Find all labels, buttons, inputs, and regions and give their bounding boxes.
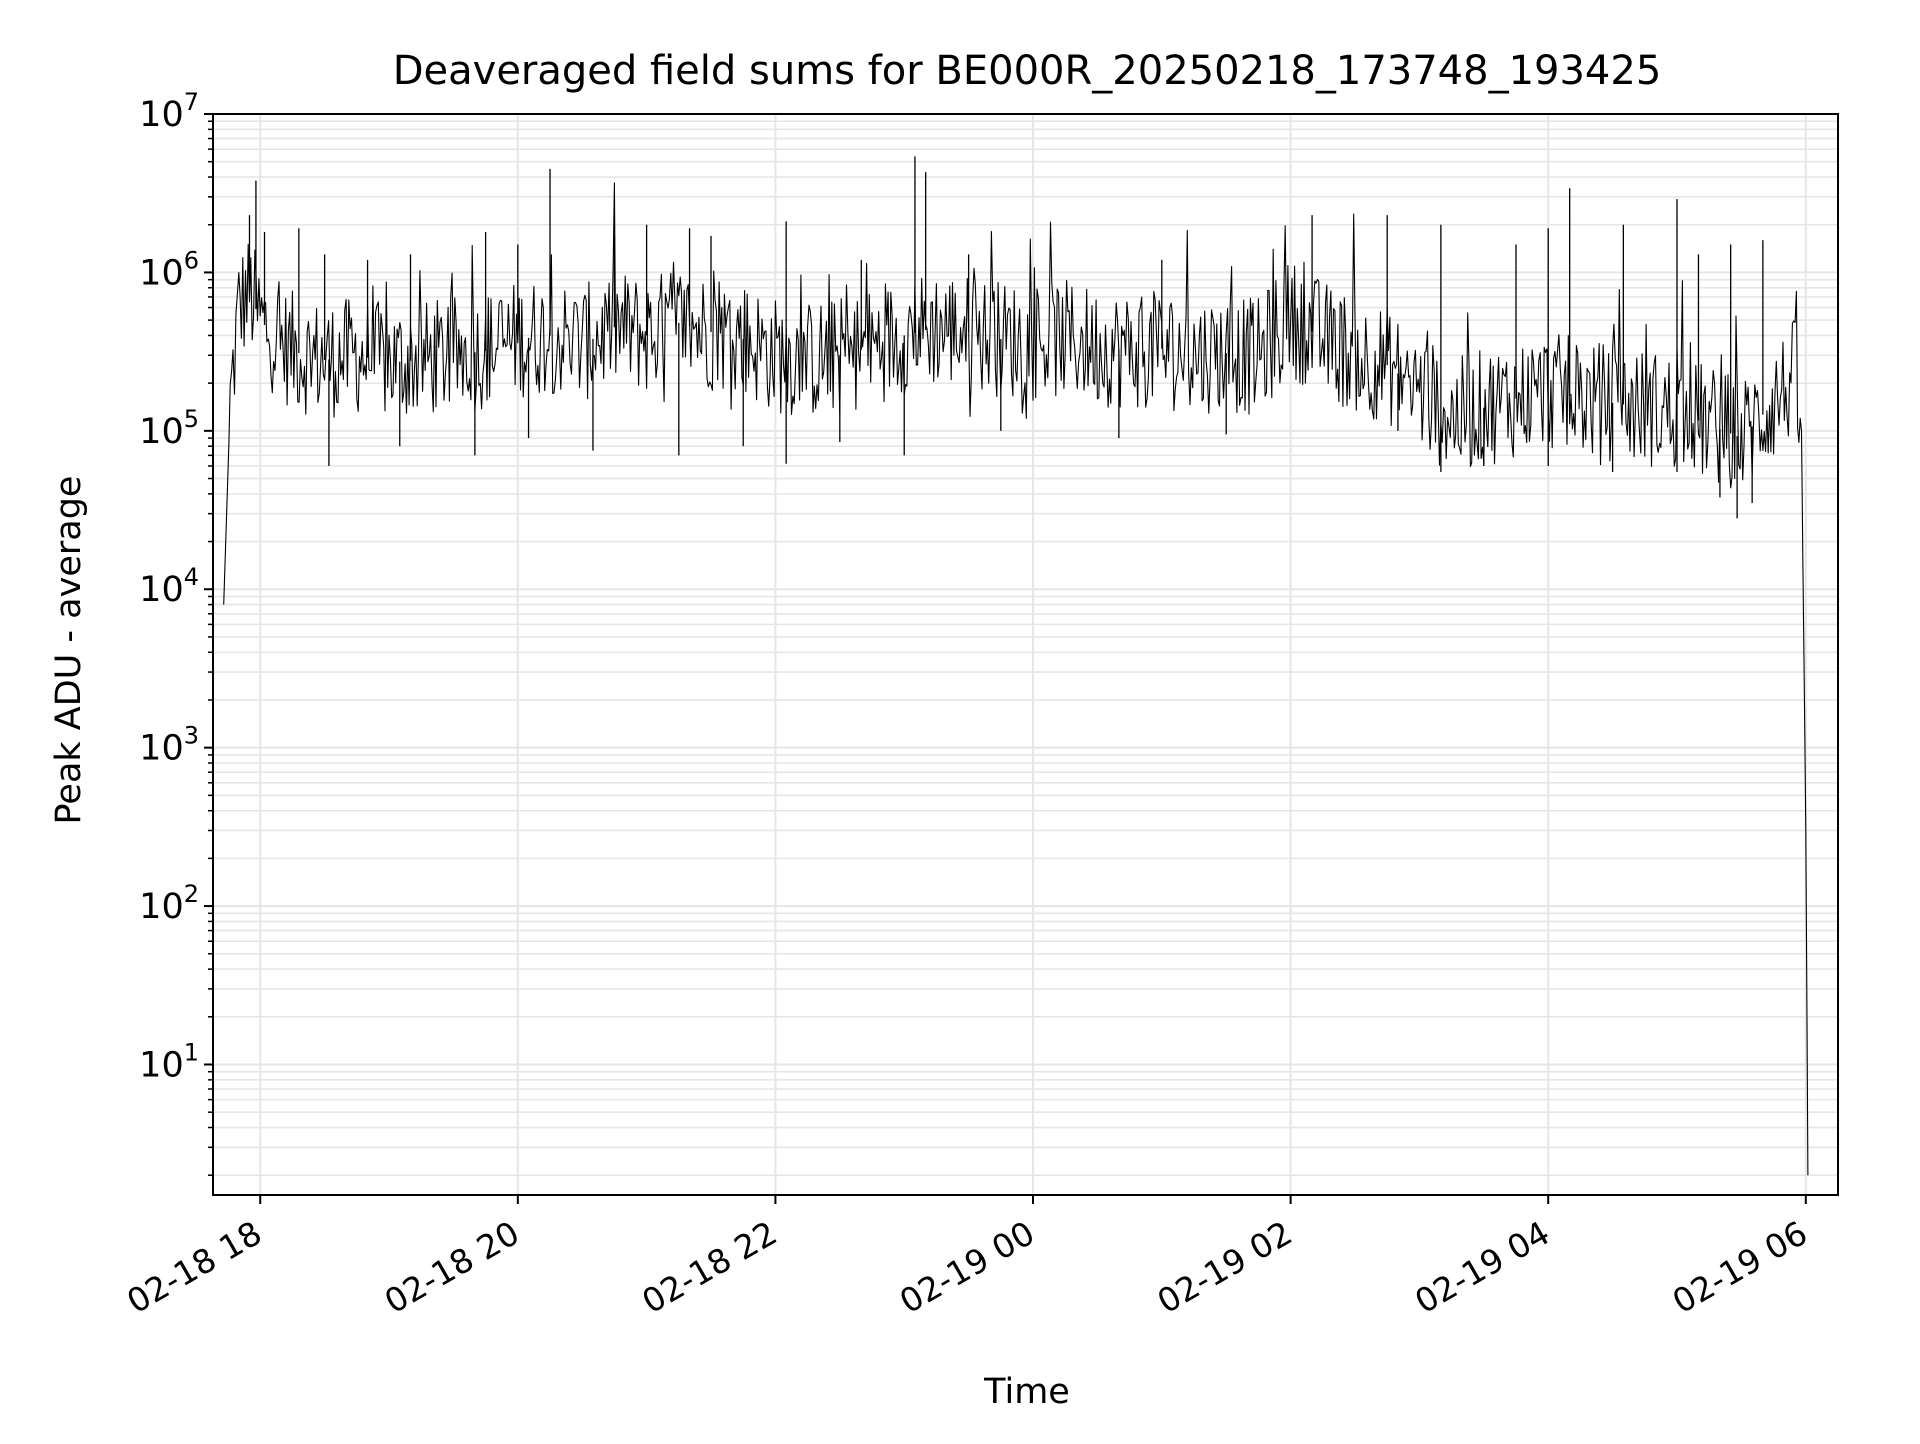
y-tick-label-exponent: 3 bbox=[184, 722, 199, 750]
plot-frame bbox=[212, 113, 1839, 1196]
y-tick-label-exponent: 5 bbox=[184, 405, 199, 433]
chart-title: Deaveraged field sums for BE000R_2025021… bbox=[393, 48, 1662, 94]
y-tick-label: 103 bbox=[139, 722, 199, 769]
y-tick-label-base: 10 bbox=[139, 887, 184, 927]
y-tick-label-base: 10 bbox=[139, 412, 184, 452]
x-axis-label: Time bbox=[983, 1372, 1070, 1412]
y-tick-label-base: 10 bbox=[139, 1045, 184, 1085]
data-series-line bbox=[223, 182, 1809, 1176]
y-tick-label-base: 10 bbox=[139, 253, 184, 293]
y-tick-label: 107 bbox=[139, 88, 199, 135]
y-tick-label: 106 bbox=[139, 246, 199, 293]
y-tick-label: 102 bbox=[139, 880, 199, 927]
y-tick-label: 104 bbox=[139, 563, 199, 610]
y-tick-label: 101 bbox=[139, 1038, 199, 1085]
y-axis-label: Peak ADU - average bbox=[49, 476, 89, 825]
y-tick-label-exponent: 2 bbox=[184, 880, 199, 908]
y-tick-label-base: 10 bbox=[139, 729, 184, 769]
grid bbox=[213, 113, 1838, 1195]
y-tick-label-exponent: 4 bbox=[184, 563, 199, 591]
y-tick-label-exponent: 7 bbox=[184, 88, 199, 116]
y-tick-label-base: 10 bbox=[139, 95, 184, 135]
y-tick-label-exponent: 1 bbox=[184, 1038, 199, 1066]
y-tick-label-exponent: 6 bbox=[184, 246, 199, 274]
series-layer bbox=[223, 156, 1809, 1176]
y-tick-label: 105 bbox=[139, 405, 199, 452]
y-tick-label-base: 10 bbox=[139, 570, 184, 610]
